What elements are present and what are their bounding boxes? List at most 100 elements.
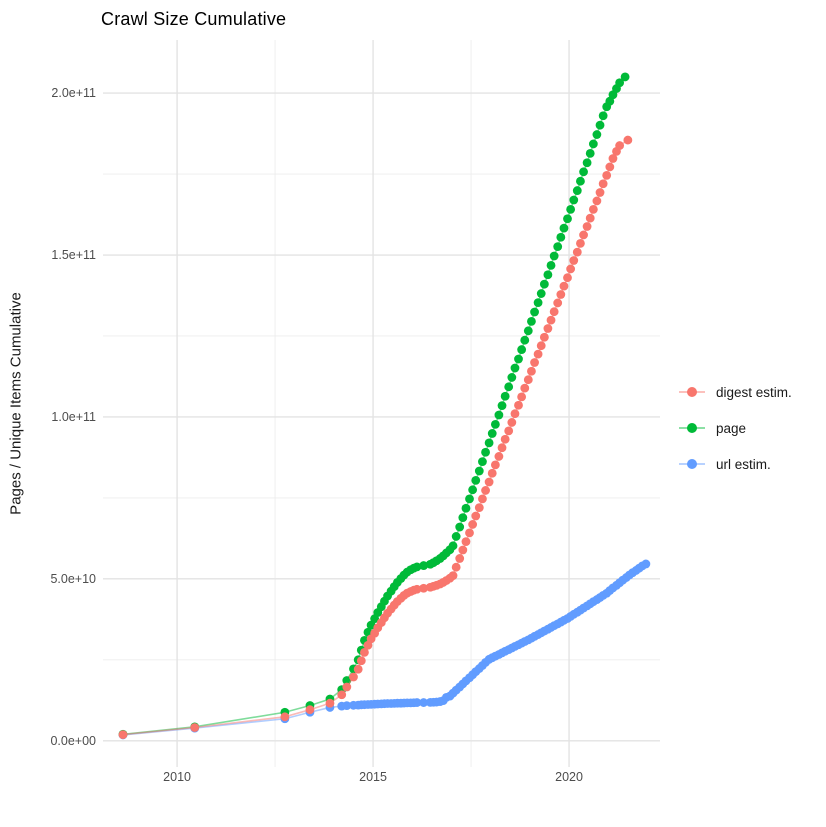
data-point — [366, 620, 376, 630]
data-point — [539, 279, 549, 289]
data-point — [546, 260, 556, 270]
legend-item-digest: digest estim. — [679, 374, 792, 410]
data-point — [360, 647, 369, 657]
data-point — [507, 418, 517, 427]
data-point — [419, 561, 429, 570]
x-tick-label: 2020 — [555, 770, 583, 784]
legend-key-digest-icon — [679, 387, 705, 397]
data-point — [465, 494, 474, 504]
legend-key-url-icon — [679, 459, 705, 469]
data-point — [474, 466, 484, 476]
data-point — [572, 186, 582, 195]
data-point — [481, 486, 490, 495]
data-point — [559, 223, 569, 233]
data-point — [507, 373, 517, 382]
data-point — [412, 562, 422, 572]
data-point — [504, 426, 514, 436]
data-point — [543, 324, 553, 333]
data-point — [582, 222, 592, 231]
data-point — [481, 447, 490, 457]
data-point — [280, 712, 290, 722]
data-point — [566, 204, 576, 214]
data-point — [412, 698, 422, 707]
data-point — [461, 537, 471, 547]
data-point — [523, 326, 533, 336]
data-point — [623, 135, 633, 145]
data-point — [549, 251, 559, 261]
data-point — [576, 176, 585, 186]
data-point — [497, 401, 507, 411]
data-point — [342, 701, 352, 711]
chart-title: Crawl Size Cumulative — [101, 9, 287, 29]
data-point — [305, 705, 315, 715]
data-point — [494, 452, 504, 461]
data-point — [592, 130, 602, 139]
data-point — [527, 366, 536, 376]
data-point — [576, 238, 585, 248]
data-point — [598, 111, 608, 121]
data-point — [615, 141, 625, 150]
data-point — [517, 345, 527, 354]
data-point — [641, 559, 651, 569]
y-tick-label: 1.0e+11 — [51, 409, 96, 424]
data-point — [468, 485, 478, 495]
series-line-digest-estim- — [122, 139, 629, 736]
data-point — [349, 672, 358, 682]
y-tick-label: 5.0e+10 — [50, 571, 96, 586]
data-point — [487, 429, 497, 438]
legend-key-page-icon — [679, 423, 705, 433]
data-point — [448, 571, 458, 581]
data-point — [353, 664, 363, 674]
data-point — [523, 375, 533, 385]
data-point — [592, 196, 602, 206]
data-point — [471, 511, 481, 521]
data-point — [582, 158, 592, 168]
data-point — [585, 213, 595, 223]
data-point — [500, 391, 510, 401]
data-point — [588, 204, 598, 214]
data-point — [549, 307, 559, 317]
series-line-url-estim- — [122, 563, 647, 736]
data-point — [553, 298, 563, 308]
data-point — [468, 520, 478, 529]
data-point — [595, 120, 605, 130]
data-point — [559, 281, 569, 291]
x-tick-label: 2010 — [163, 770, 191, 784]
data-point — [520, 335, 530, 345]
data-point — [465, 528, 474, 538]
data-point — [539, 332, 549, 342]
data-point — [461, 503, 471, 513]
data-point — [533, 349, 543, 359]
x-tick-label: 2015 — [359, 770, 387, 784]
data-point — [510, 409, 520, 419]
data-point — [458, 545, 468, 555]
data-point — [510, 363, 520, 373]
data-point — [412, 584, 422, 594]
data-point — [451, 532, 461, 541]
data-point — [118, 730, 128, 740]
data-point — [484, 477, 494, 487]
data-point — [588, 139, 598, 149]
data-point — [490, 460, 500, 470]
data-point — [585, 148, 595, 158]
data-point — [546, 315, 556, 325]
data-point — [478, 457, 487, 467]
data-point — [342, 682, 352, 692]
data-point — [527, 317, 536, 326]
legend-label: url estim. — [716, 456, 771, 472]
data-point — [490, 419, 500, 429]
data-point — [419, 583, 429, 593]
legend-item-url: url estim. — [679, 446, 792, 482]
data-point — [504, 382, 514, 392]
data-point — [602, 170, 612, 180]
data-point — [620, 72, 630, 82]
y-tick-label: 0.0e+00 — [50, 733, 96, 748]
data-point — [608, 154, 618, 163]
data-point — [553, 242, 563, 252]
data-point — [556, 290, 566, 299]
data-point — [448, 541, 458, 551]
data-point — [497, 443, 507, 453]
y-tick-label: 2.0e+11 — [51, 86, 96, 101]
